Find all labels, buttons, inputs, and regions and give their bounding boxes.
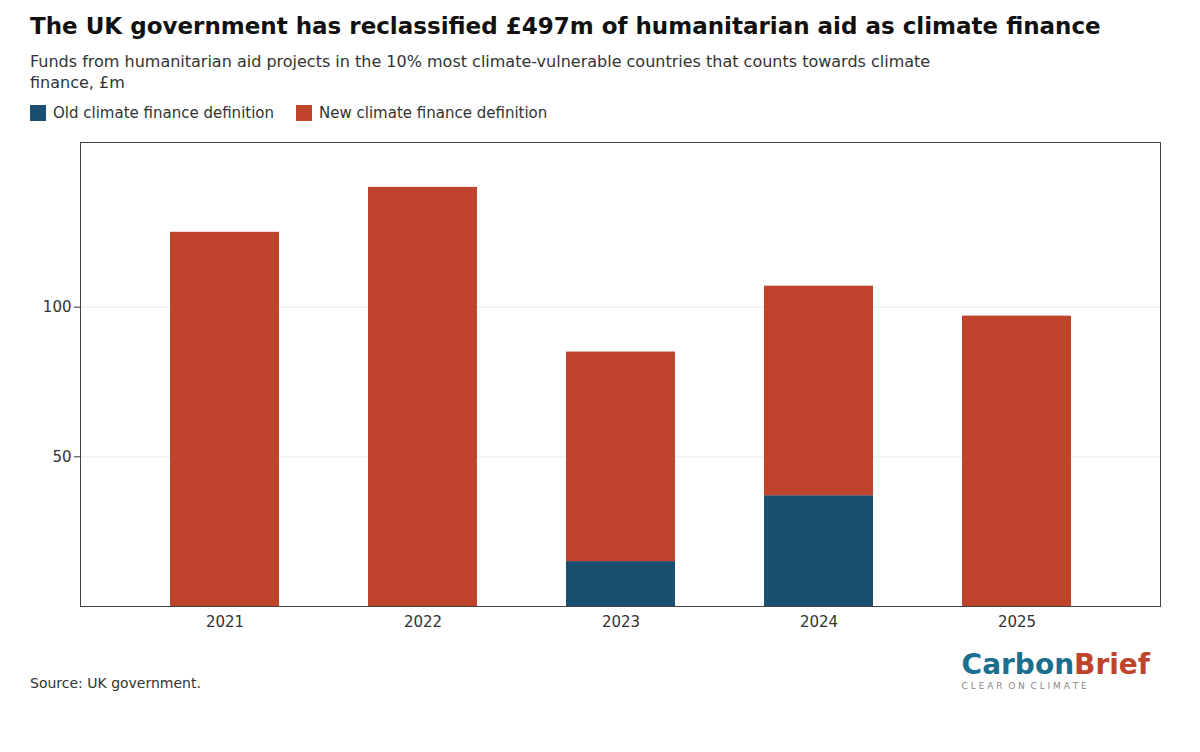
html-text:Source: UK government.: Source: UK government.: [30, 674, 201, 691]
svg-text:50: 50: [52, 448, 71, 466]
html-text:finance, £m: finance, £m: [30, 73, 125, 93]
svg-text:2025: 2025: [998, 613, 1036, 631]
html-text:C L E A R O N C L I M A T E: C L E A R O N C L I M A T E: [961, 680, 1087, 691]
html-text:New climate finance definition: New climate finance definition: [319, 103, 548, 122]
html-text:Carbon Brief: Carbon Brief: [961, 647, 1150, 681]
html-text:Old climate finance definition: Old climate finance definition: [53, 103, 274, 122]
svg-text:2023: 2023: [602, 613, 640, 631]
svg-text:2024: 2024: [800, 613, 838, 631]
html-text:Funds from humanitarian aid pr: Funds from humanitarian aid projects in …: [30, 51, 931, 71]
svg-text:2022: 2022: [404, 613, 442, 631]
html-text:The UK government has reclassi: The UK government has reclassified £497m…: [30, 13, 1101, 39]
svg-text:2021: 2021: [206, 613, 244, 631]
svg-text:100: 100: [43, 298, 72, 316]
